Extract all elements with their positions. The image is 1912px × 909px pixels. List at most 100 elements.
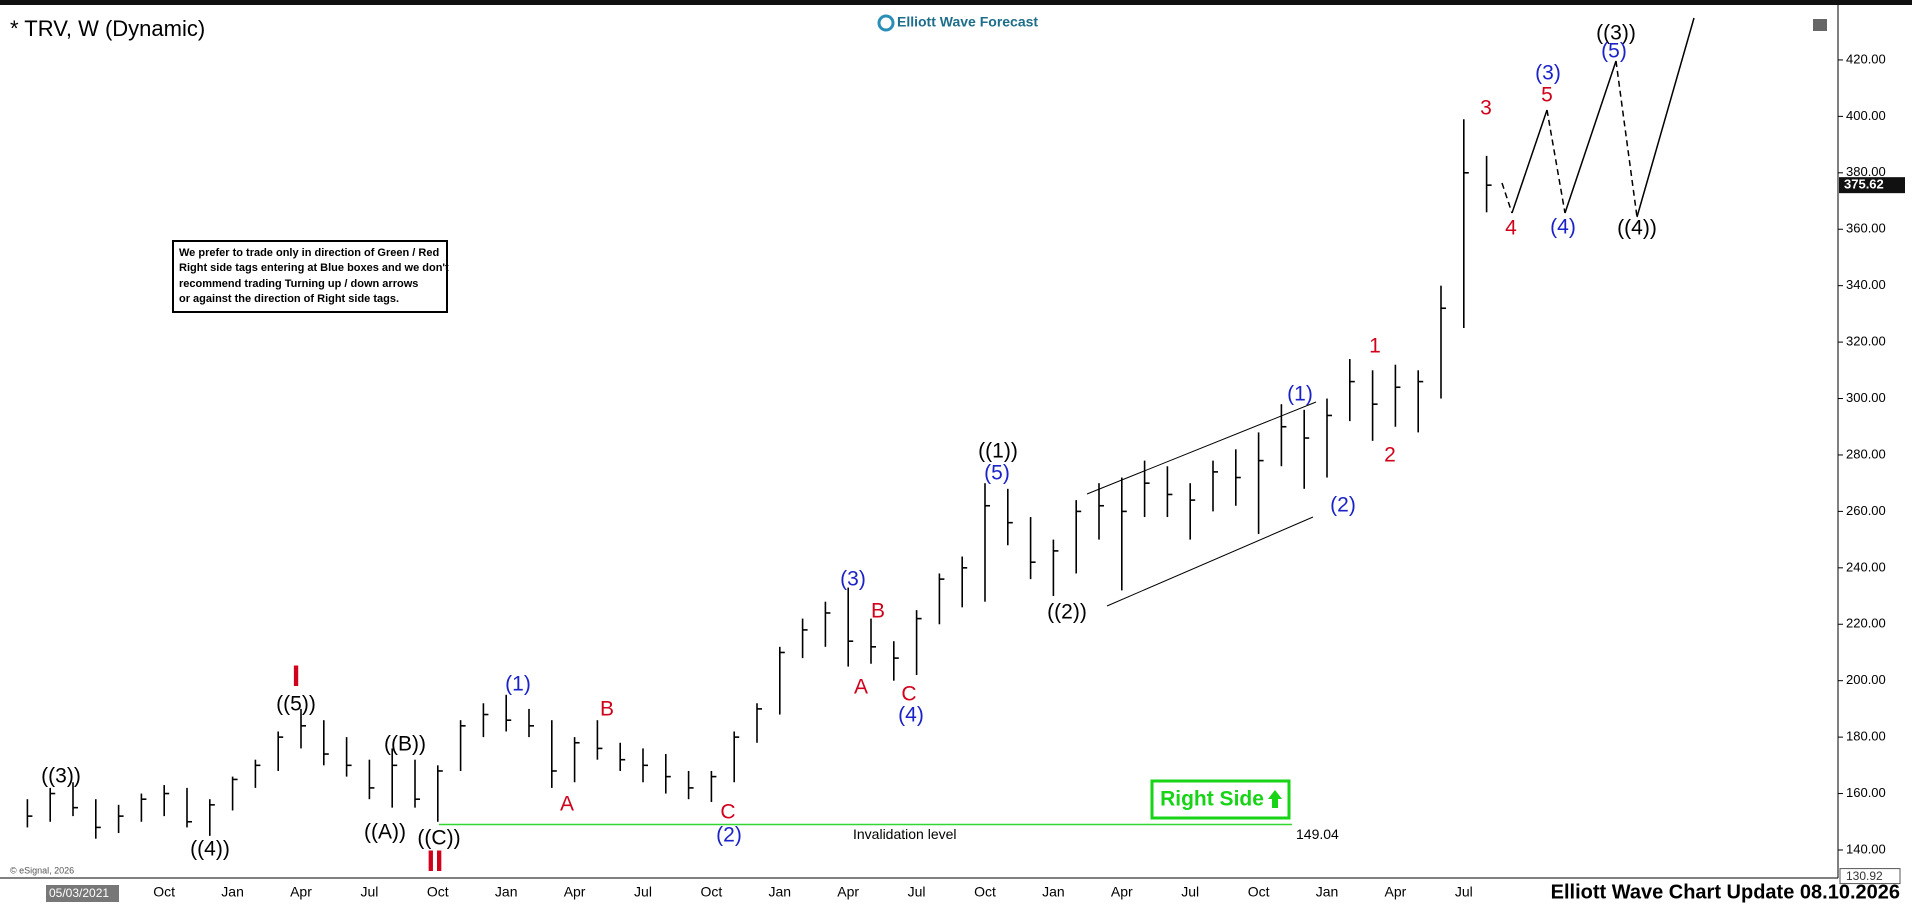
wave-label: ((3))	[1596, 22, 1636, 45]
x-tick-label: Jul	[360, 884, 378, 900]
projection-leg	[1564, 60, 1617, 214]
projection-leg	[1511, 109, 1548, 214]
top-border	[0, 0, 1912, 5]
wave-label: 5	[1541, 84, 1553, 107]
x-tick-label: Oct	[701, 884, 723, 900]
x-tick-label: Apr	[1111, 884, 1133, 900]
wave-label: (3)	[840, 568, 866, 591]
right-side-tag: Right Side	[1160, 788, 1264, 811]
wave-label: B	[600, 698, 614, 721]
right-side-box	[1150, 779, 1291, 820]
note-line: recommend trading Turning up / down arro…	[179, 278, 418, 290]
x-tick-label: Oct	[153, 884, 175, 900]
note-box	[172, 240, 448, 313]
wave-label: (1)	[505, 673, 531, 696]
wave-label: ((4))	[190, 838, 230, 861]
window-icon	[1813, 19, 1827, 31]
wave-label: ((A))	[364, 821, 406, 844]
invalidation-label: Invalidation level	[853, 826, 957, 842]
wave-label: 3	[1480, 97, 1492, 120]
y-tick-label: 420.00	[1846, 51, 1886, 66]
wave-label: C	[901, 683, 916, 706]
projection-leg	[1615, 60, 1638, 218]
note-line: or against the direction of Right side t…	[179, 293, 399, 305]
footer: Elliott Wave Chart Update 08.10.2026	[1551, 881, 1900, 903]
y-tick-label: 380.00	[1846, 164, 1886, 179]
y-tick-label: 260.00	[1846, 503, 1886, 518]
x-tick-label: Oct	[427, 884, 449, 900]
wave-label: (5)	[984, 462, 1010, 485]
wave-label: B	[871, 600, 885, 623]
wave-label: ((3))	[41, 765, 81, 788]
wave-label: C	[720, 801, 735, 824]
x-tick-label: Oct	[974, 884, 996, 900]
y-tick-label: 340.00	[1846, 277, 1886, 292]
x-tick-label: Apr	[837, 884, 859, 900]
projection-leg	[1546, 109, 1566, 214]
note-line: Right side tags entering at Blue boxes a…	[179, 262, 449, 274]
wave-label: II	[427, 845, 444, 878]
y-tick-label: 200.00	[1846, 672, 1886, 687]
y-tick-label: 300.00	[1846, 390, 1886, 405]
wave-label: ((C))	[417, 827, 460, 850]
wave-label: 2	[1384, 444, 1396, 467]
y-tick-label: 140.00	[1846, 841, 1886, 856]
logo-icon	[877, 14, 895, 32]
wave-label: ((4))	[1617, 217, 1657, 240]
x-tick-label: Apr	[1385, 884, 1407, 900]
up-arrow	[1268, 790, 1282, 808]
x-tick-label: Jul	[634, 884, 652, 900]
x-tick-label: Jan	[1316, 884, 1339, 900]
y-tick-label: 360.00	[1846, 221, 1886, 236]
wave-label: ((5))	[276, 693, 316, 716]
x-tick-label: Apr	[564, 884, 586, 900]
wave-label: (4)	[898, 704, 924, 727]
date-box	[46, 885, 119, 902]
x-tick-label: Jul	[1181, 884, 1199, 900]
x-tick-label: Jan	[221, 884, 244, 900]
x-tick-label: Oct	[1248, 884, 1270, 900]
channel-line	[1086, 401, 1317, 495]
last-price-box	[1839, 177, 1905, 194]
y-tick-label: 220.00	[1846, 616, 1886, 631]
copyright: © eSignal, 2026	[10, 865, 74, 875]
wave-label: A	[560, 793, 574, 816]
wave-label: ((1))	[978, 440, 1018, 463]
top-value: 437.7	[1846, 9, 1849, 11]
wave-label: 4	[1505, 217, 1517, 240]
y-tick-label: 240.00	[1846, 559, 1886, 574]
x-tick-label: Jan	[1042, 884, 1065, 900]
bottom-value-box	[1839, 868, 1901, 885]
start-date: 05/03/2021	[49, 886, 109, 900]
x-tick-label: Jul	[908, 884, 926, 900]
projection	[1501, 17, 1695, 218]
y-tick-label: 280.00	[1846, 446, 1886, 461]
wave-label: (2)	[1330, 494, 1356, 517]
chart-title: * TRV, W (Dynamic)	[10, 16, 205, 41]
wave-label: (5)	[1601, 40, 1627, 63]
y-tick-label: 180.00	[1846, 729, 1886, 744]
y-tick-label: 400.00	[1846, 108, 1886, 123]
wave-label: (4)	[1550, 216, 1576, 239]
bottom-value: 130.92	[1846, 869, 1883, 883]
wave-label: ((2))	[1047, 601, 1087, 624]
wave-label: (3)	[1535, 62, 1561, 85]
x-tick-label: Apr	[290, 884, 312, 900]
wave-label: (2)	[716, 824, 742, 847]
wave-label: I	[292, 660, 300, 693]
projection-leg	[1501, 182, 1513, 214]
x-tick-label: Jan	[769, 884, 792, 900]
wave-label: A	[854, 676, 868, 699]
y-tick-label: 160.00	[1846, 785, 1886, 800]
note-line: We prefer to trade only in direction of …	[179, 247, 439, 259]
x-tick-label: Jan	[495, 884, 518, 900]
channel-line	[1106, 516, 1314, 607]
y-tick-label: 320.00	[1846, 334, 1886, 349]
projection-leg	[1636, 17, 1695, 218]
x-tick-label: Jul	[1455, 884, 1473, 900]
logo: Elliott Wave Forecast	[897, 14, 1038, 30]
wave-label: 1	[1369, 335, 1381, 358]
wave-label: (1)	[1287, 383, 1313, 406]
